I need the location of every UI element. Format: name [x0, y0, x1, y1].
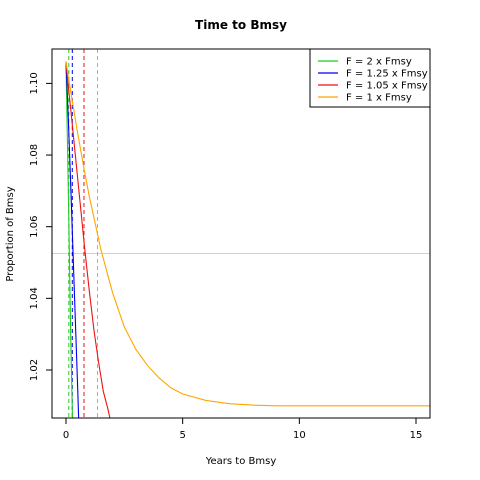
y-axis: 1.02 1.04 1.06 1.08 1.10	[29, 72, 52, 381]
series-line-3	[65, 61, 430, 407]
plot-area	[52, 49, 430, 418]
x-axis: 0 5 10 15	[63, 418, 423, 441]
x-tick-label: 5	[179, 430, 185, 441]
y-tick-label: 1.02	[29, 359, 40, 381]
series-line-0	[65, 61, 74, 418]
legend-entry: F = 1.25 x Fmsy	[346, 69, 428, 80]
y-tick-label: 1.04	[29, 287, 40, 309]
y-tick-label: 1.06	[29, 216, 40, 238]
x-tick-label: 0	[63, 430, 69, 441]
series-line-1	[65, 61, 80, 418]
legend-entry: F = 1.05 x Fmsy	[346, 81, 428, 92]
chart-title: Time to Bmsy	[195, 18, 287, 32]
x-tick-label: 15	[410, 430, 423, 441]
plot-frame	[51, 48, 431, 419]
legend-entry: F = 2 x Fmsy	[346, 57, 412, 68]
x-axis-label: Years to Bmsy	[205, 456, 277, 467]
x-tick-label: 10	[293, 430, 306, 441]
y-tick-label: 1.10	[29, 72, 40, 94]
legend-entry: F = 1 x Fmsy	[346, 93, 412, 104]
series-line-2	[65, 61, 111, 418]
y-tick-label: 1.08	[29, 144, 40, 166]
y-axis-label: Proportion of Bmsy	[5, 186, 16, 281]
